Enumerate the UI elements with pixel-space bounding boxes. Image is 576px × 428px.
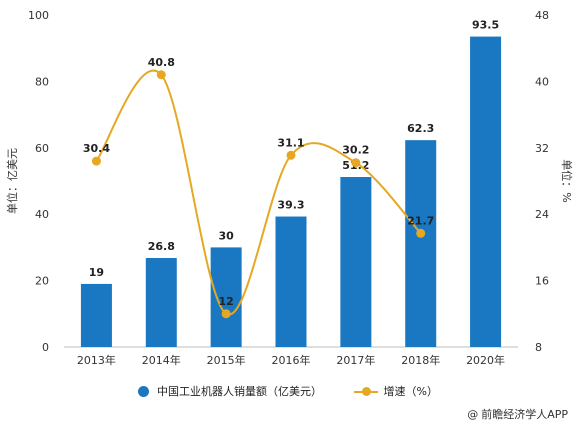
line-series xyxy=(91,69,426,319)
bar-value-label: 26.8 xyxy=(148,240,175,253)
bar xyxy=(340,177,372,347)
legend-bar-marker xyxy=(138,385,150,397)
line-value-label: 30.4 xyxy=(83,142,110,155)
y-tick-label: 40 xyxy=(35,208,49,221)
y-tick-label: 60 xyxy=(35,142,49,155)
line-value-label: 40.8 xyxy=(148,56,175,69)
credit-symbol: @ xyxy=(467,408,479,421)
bar-value-label: 30 xyxy=(218,229,234,242)
bar-value-label: 39.3 xyxy=(277,199,304,212)
legend-bar-label: 中国工业机器人销量额（亿美元） xyxy=(157,385,323,398)
line-point xyxy=(91,156,101,166)
source-credit: @ 前瞻经济学人APP xyxy=(467,406,568,422)
legend-item-line[interactable]: 增速（%） xyxy=(353,383,438,399)
growth-line xyxy=(95,69,422,316)
line-point xyxy=(351,158,361,168)
y2-tick-label: 8 xyxy=(535,341,542,354)
axes: 0 20 40 60 80 100 8 16 24 32 40 48 2013年 2014年 2015年 20… xyxy=(5,9,574,367)
legend: 中国工业机器人销量额（亿美元） 增速（%） xyxy=(0,383,576,400)
x-tick-label: 2014年 xyxy=(142,353,181,367)
x-tick-label: 2013年 xyxy=(77,353,116,367)
line-value-label: 31.1 xyxy=(277,136,304,149)
line-data-labels: 30.4 40.8 12 31.1 30.2 21.7 xyxy=(83,56,434,308)
bar xyxy=(405,140,437,347)
y2-tick-label: 40 xyxy=(535,75,549,88)
line-point xyxy=(221,309,231,319)
line-value-label: 12 xyxy=(218,295,233,308)
line-value-label: 21.7 xyxy=(407,214,434,227)
line-point xyxy=(416,228,426,238)
line-point xyxy=(156,70,166,80)
x-tick-label: 2015年 xyxy=(207,353,246,367)
y2-tick-label: 24 xyxy=(535,208,549,221)
line-value-label: 30.2 xyxy=(342,144,369,157)
legend-line-label: 增速（%） xyxy=(383,385,438,398)
bar xyxy=(470,36,502,348)
y-tick-label: 20 xyxy=(35,275,49,288)
y-tick-label: 100 xyxy=(28,9,49,22)
x-tick-label: 2020年 xyxy=(466,353,505,367)
bar-value-label: 93.5 xyxy=(472,19,499,32)
y2-axis-title: 单位：% xyxy=(560,159,574,202)
credit-text: 前瞻经济学人APP xyxy=(481,408,568,421)
y2-tick-label: 32 xyxy=(535,142,549,155)
bar-value-label: 19 xyxy=(89,266,104,279)
bar-value-label: 62.3 xyxy=(407,122,434,135)
bar xyxy=(275,216,307,347)
y-tick-label: 80 xyxy=(35,75,49,88)
bar xyxy=(80,283,112,347)
line-point xyxy=(286,150,296,160)
legend-line-marker xyxy=(353,386,378,397)
y-tick-label: 0 xyxy=(42,341,49,354)
bar xyxy=(145,258,177,347)
y2-tick-label: 16 xyxy=(535,275,549,288)
x-tick-label: 2017年 xyxy=(336,353,375,367)
bar-series xyxy=(80,36,502,348)
x-tick-label: 2018年 xyxy=(401,353,440,367)
legend-item-bar[interactable]: 中国工业机器人销量额（亿美元） xyxy=(138,383,322,399)
y-axis-title: 单位：亿美元 xyxy=(5,148,19,214)
y2-tick-label: 48 xyxy=(535,9,549,22)
x-tick-label: 2016年 xyxy=(272,353,311,367)
